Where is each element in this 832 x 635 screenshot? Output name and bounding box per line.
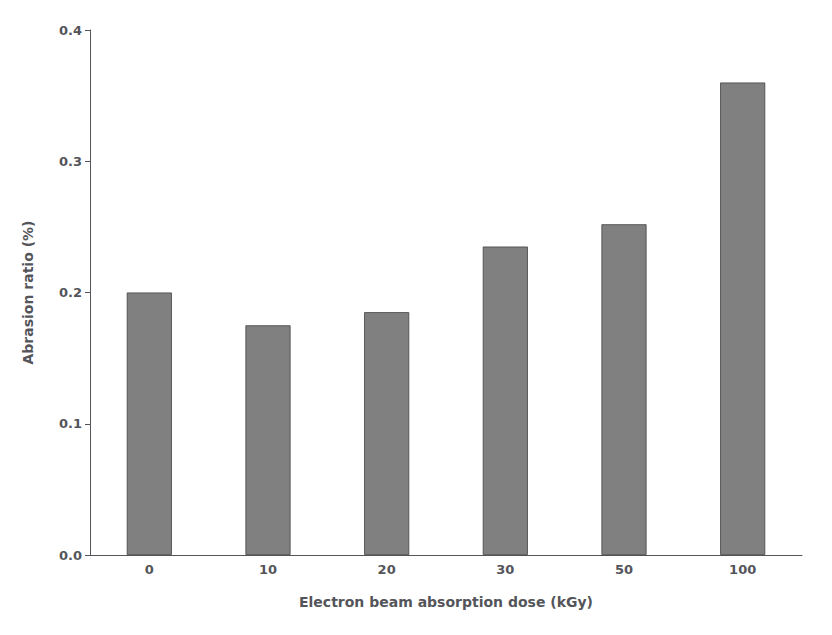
- svg-text:0.3: 0.3: [59, 154, 82, 169]
- svg-text:30: 30: [496, 562, 514, 577]
- svg-text:Abrasion ratio (%): Abrasion ratio (%): [20, 221, 36, 365]
- svg-text:10: 10: [259, 562, 277, 577]
- svg-text:50: 50: [615, 562, 633, 577]
- svg-text:20: 20: [378, 562, 396, 577]
- svg-text:0.1: 0.1: [59, 416, 82, 431]
- svg-text:100: 100: [729, 562, 756, 577]
- svg-text:0.2: 0.2: [59, 285, 82, 300]
- svg-text:0: 0: [145, 562, 154, 577]
- svg-text:Electron beam absorption dose: Electron beam absorption dose (kGy): [299, 594, 593, 610]
- svg-text:0.0: 0.0: [59, 548, 82, 563]
- svg-text:0.4: 0.4: [59, 23, 82, 38]
